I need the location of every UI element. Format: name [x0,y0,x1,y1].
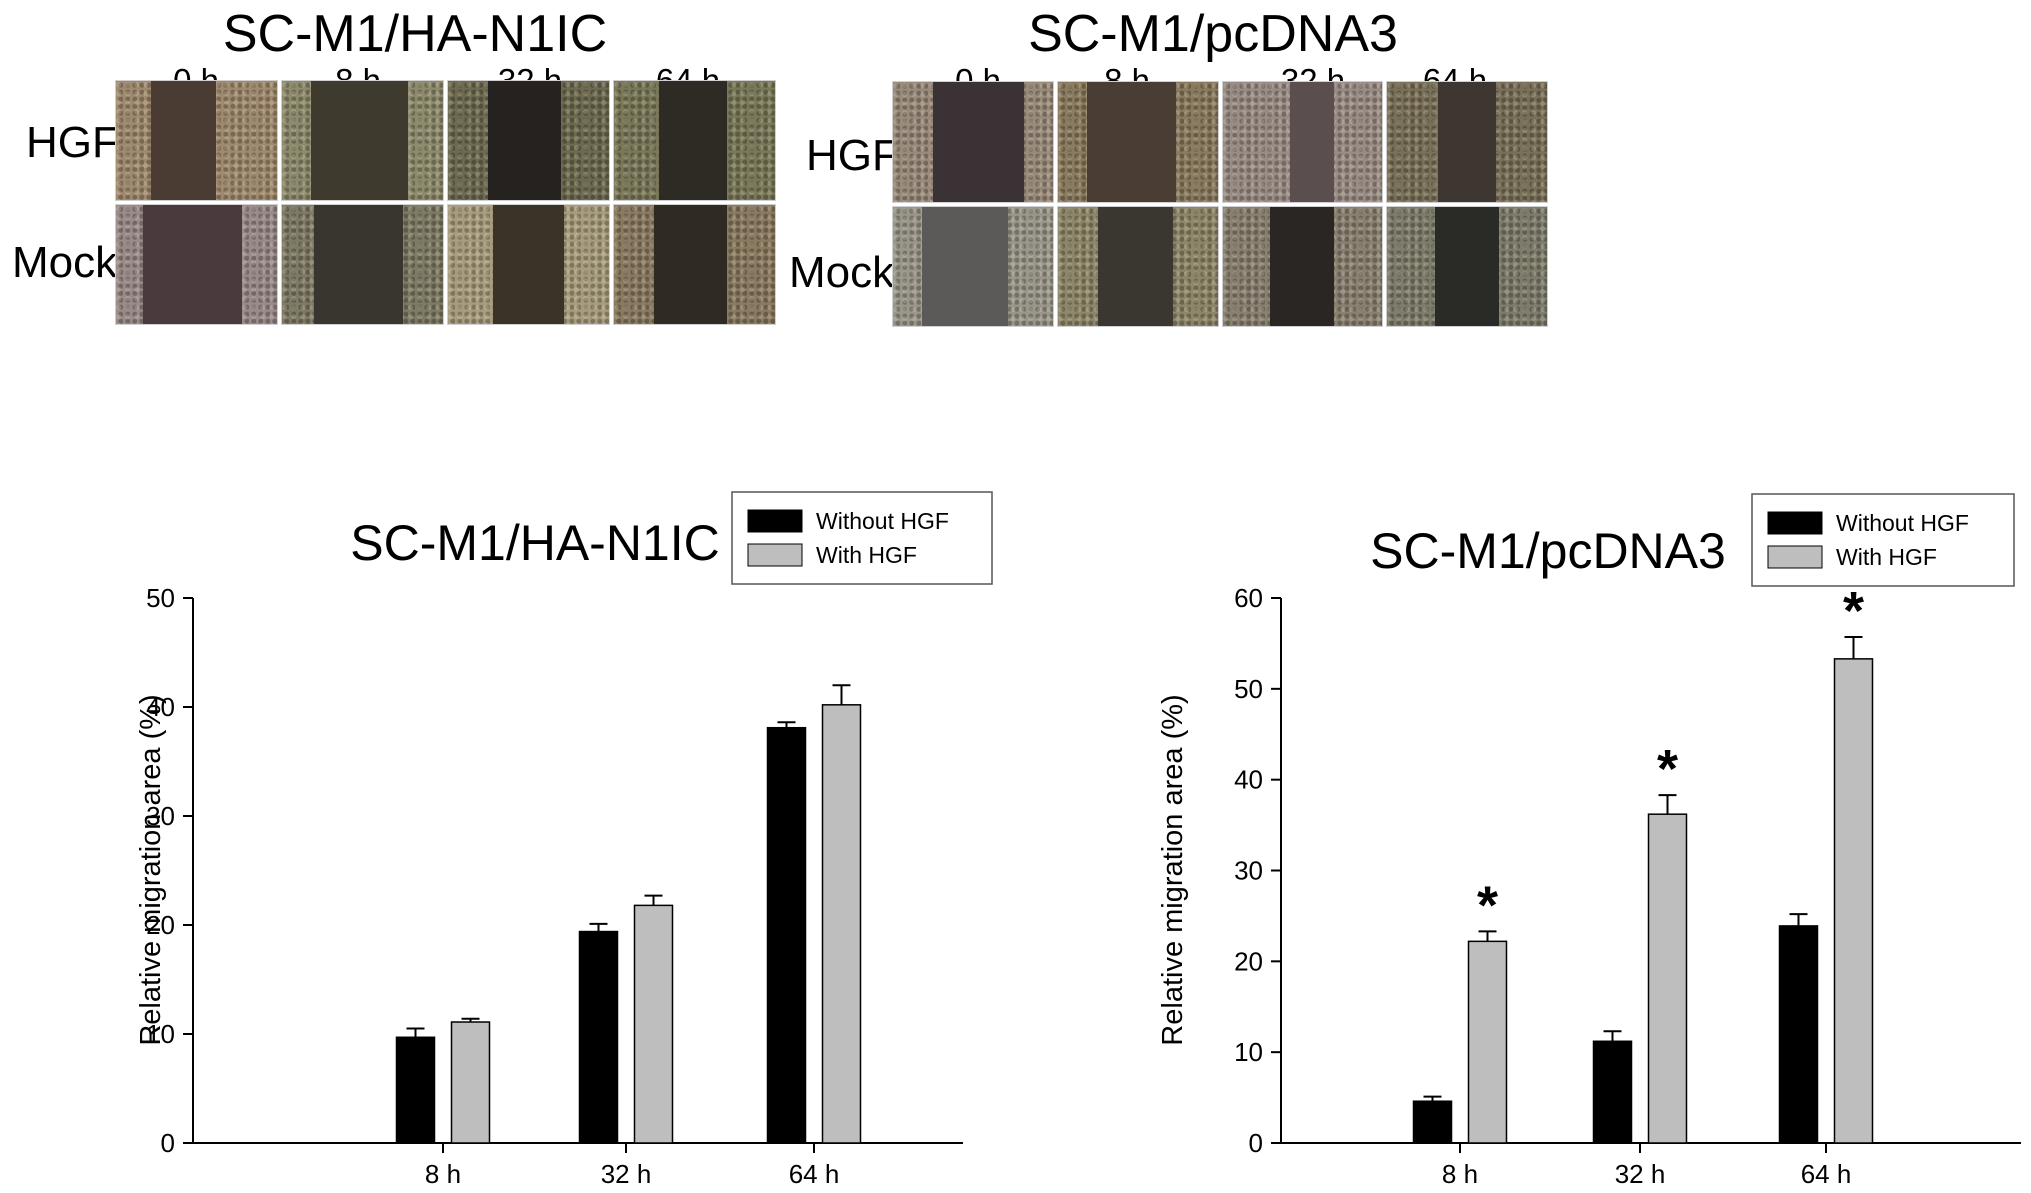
chart-title: SC-M1/pcDNA3 [1370,523,1726,579]
x-tick-label: 8 h [425,1159,461,1189]
legend-label: With HGF [1836,544,1937,570]
legend-swatch [1767,545,1823,569]
micrograph-image [613,80,776,201]
wound-gap [1438,82,1496,202]
significance-marker: * [1843,581,1864,641]
x-tick-label: 8 h [1442,1159,1478,1189]
x-tick-label: 32 h [1615,1159,1666,1189]
y-tick-label: 10 [146,1019,175,1049]
y-tick-label: 20 [1234,946,1263,976]
bar-without-hgf [578,930,619,1144]
bar-without-hgf [1778,925,1819,1144]
bar-without-hgf [766,726,807,1144]
micrograph-grid [892,81,1548,327]
micrograph-image [1386,205,1548,327]
y-tick-label: 60 [1234,583,1263,613]
legend-swatch [747,509,803,533]
legend-swatch [747,543,803,567]
y-axis-label: Relative migration area (%) [135,694,167,1045]
y-tick-label: 40 [1234,765,1263,795]
wound-gap [143,205,242,324]
micro-panel-title: SC-M1/pcDNA3 [1028,5,1398,63]
legend-swatch [1767,511,1823,535]
legend-box [1751,493,2015,587]
micrograph-grid [115,80,776,325]
significance-marker: * [1477,875,1498,935]
legend-box [731,491,993,585]
y-tick-label: 50 [146,583,175,613]
x-tick-label: 64 h [1801,1159,1852,1189]
wound-gap [654,205,727,324]
micrograph-image [892,205,1054,327]
bar-with-hgf [1647,813,1688,1144]
micrograph-image [115,204,278,325]
bar-with-hgf [1833,658,1874,1144]
legend-label: Without HGF [816,508,949,534]
wound-gap [1270,206,1335,326]
micrograph-image [613,204,776,325]
bar-with-hgf [821,704,862,1144]
wound-gap [932,82,1024,202]
micrograph-image [447,204,610,325]
x-tick-label: 64 h [789,1159,840,1189]
y-tick-label: 30 [146,801,175,831]
y-tick-label: 40 [146,692,175,722]
y-tick-label: 20 [146,910,175,940]
row-label-hgf: HGF [26,118,119,167]
bar-without-hgf [395,1036,436,1144]
wound-gap [151,81,216,200]
y-tick-label: 50 [1234,674,1263,704]
significance-marker: * [1657,739,1678,799]
wound-gap [1086,82,1176,202]
bar-with-hgf [1467,940,1508,1144]
wound-gap [493,205,564,324]
micrograph-image [281,80,444,201]
bar-without-hgf [1412,1100,1453,1144]
bar-chart-ha-n1ic: SC-M1/HA-N1IC 0 10 20 30 40 50 Relative migrati… [135,491,993,1189]
micrograph-image [447,80,610,201]
micrograph-image [892,81,1054,203]
wound-gap [314,205,403,324]
row-label-mock: Mock [12,238,118,287]
bar-with-hgf [450,1021,491,1144]
legend-label: Without HGF [1836,510,1969,536]
bar-without-hgf [1592,1040,1633,1144]
y-axis-label: Relative migration area (%) [1157,694,1189,1045]
micro-panel-title: SC-M1/HA-N1IC [222,5,608,63]
x-tick-label: 32 h [601,1159,652,1189]
row-label-mock: Mock [789,248,895,297]
chart-title: SC-M1/HA-N1IC [350,515,719,571]
bar-with-hgf [633,904,674,1144]
micrograph-image [115,80,278,201]
wound-gap [310,81,408,200]
micrograph-image [1221,81,1384,203]
wound-gap [1097,206,1173,326]
bar-chart-pcdna3: SC-M1/pcDNA3 0 10 20 30 40 50 60 Relative migrat… [1157,493,2021,1189]
row-label-hgf: HGF [806,131,899,180]
wound-gap [488,81,561,200]
micrograph-image [1221,205,1384,327]
wound-gap [921,206,1008,326]
y-tick-label: 0 [1249,1128,1263,1158]
micrograph-image [1056,205,1219,327]
micrograph-image [281,204,444,325]
y-tick-label: 0 [161,1128,175,1158]
y-tick-label: 10 [1234,1037,1263,1067]
wound-gap [1435,206,1500,326]
wound-gap [1289,82,1335,202]
wound-gap [659,81,727,200]
micrograph-image [1386,81,1548,203]
y-tick-label: 30 [1234,856,1263,886]
micrograph-image [1056,81,1219,203]
legend-label: With HGF [816,542,917,568]
